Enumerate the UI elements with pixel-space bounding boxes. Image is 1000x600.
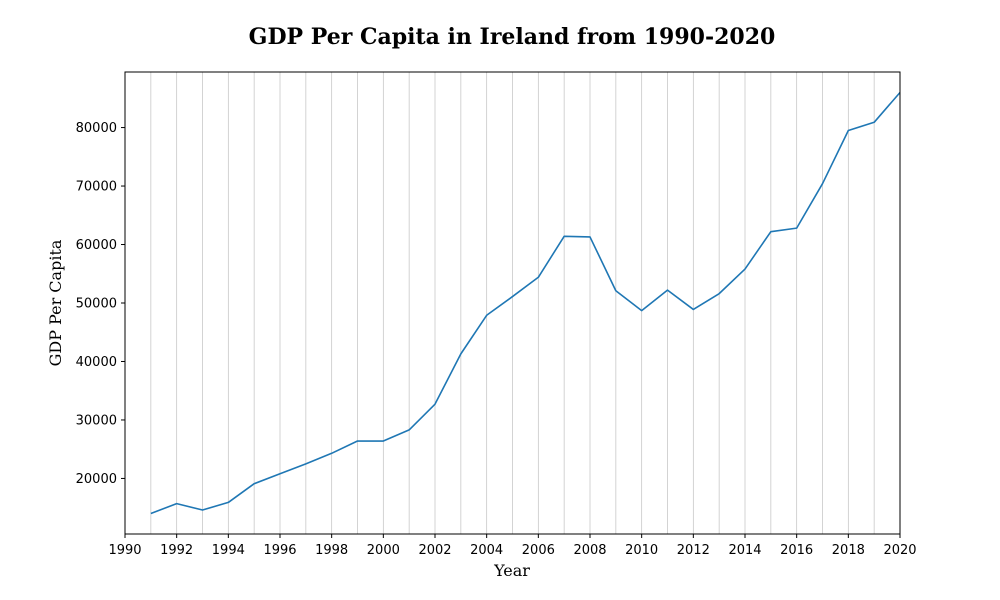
y-tick-label: 40000 xyxy=(76,355,117,370)
x-tick-label: 1994 xyxy=(212,543,245,558)
x-tick-label: 1998 xyxy=(315,543,348,558)
grid-lines xyxy=(124,72,901,534)
x-tick-label: 2008 xyxy=(573,543,606,558)
y-tick-label: 20000 xyxy=(76,472,117,487)
x-tick-label: 2016 xyxy=(780,543,813,558)
x-tick-label: 2014 xyxy=(728,543,761,558)
x-tick-label: 2000 xyxy=(367,543,400,558)
y-tick-label: 60000 xyxy=(76,238,117,253)
x-tick-label: 1996 xyxy=(263,543,296,558)
y-axis-label: GDP Per Capita xyxy=(46,239,65,366)
x-tick-label: 1990 xyxy=(108,543,141,558)
x-tick-label: 1992 xyxy=(160,543,193,558)
y-tick-label: 30000 xyxy=(76,413,117,428)
chart-title: GDP Per Capita in Ireland from 1990-2020 xyxy=(249,24,776,50)
series-line-0 xyxy=(150,91,901,515)
x-tick-label: 2006 xyxy=(522,543,555,558)
y-tick-label: 50000 xyxy=(76,297,117,312)
x-tick-label: 2018 xyxy=(832,543,865,558)
x-tick-label: 2010 xyxy=(625,543,658,558)
x-tick-label: 2020 xyxy=(883,543,916,558)
x-tick-label: 2012 xyxy=(677,543,710,558)
series-lines xyxy=(150,91,901,515)
x-axis-label: Year xyxy=(493,561,530,580)
x-tick-label: 2004 xyxy=(470,543,503,558)
y-tick-label: 70000 xyxy=(76,180,117,195)
y-axis-ticks: 20000 30000 40000 50000 60000 70000 80000 xyxy=(76,121,125,487)
x-tick-label: 2002 xyxy=(418,543,451,558)
y-tick-label: 80000 xyxy=(76,121,117,136)
x-axis-ticks: 1990 1992 1994 1996 1998 2000 2002 2004 2006 2008… xyxy=(108,534,917,558)
